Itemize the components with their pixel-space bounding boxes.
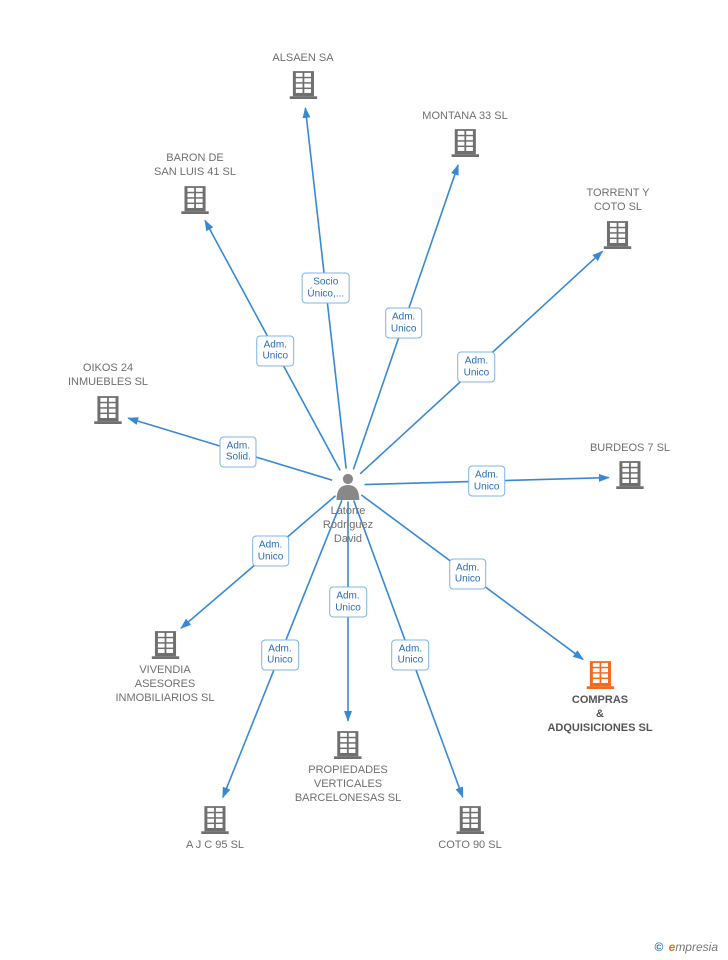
company-node: COMPRAS & ADQUISICIONES SL: [547, 655, 652, 735]
company-node: OIKOS 24 INMUEBLES SL: [68, 362, 148, 429]
person-icon: [323, 470, 373, 505]
company-node: ALSAEN SA: [272, 52, 333, 105]
company-node: COTO 90 SL: [438, 800, 501, 853]
edge-label: Adm. Unico: [256, 335, 294, 366]
company-label: TORRENT Y COTO SL: [587, 187, 650, 215]
building-icon: [68, 390, 148, 429]
company-label: A J C 95 SL: [186, 839, 244, 853]
company-node: MONTANA 33 SL: [422, 110, 507, 163]
building-icon: [587, 215, 650, 254]
edge-label: Adm. Unico: [329, 587, 367, 618]
company-label: COMPRAS & ADQUISICIONES SL: [547, 694, 652, 735]
edge-label: Adm. Unico: [261, 639, 299, 670]
building-icon: [438, 800, 501, 839]
building-icon: [295, 725, 401, 764]
center-person-node: Latorre Rodriguez David: [323, 470, 373, 546]
brand-rest: mpresia: [675, 940, 718, 954]
company-label: COTO 90 SL: [438, 839, 501, 853]
company-label: VIVENDIA ASESORES INMOBILIARIOS SL: [115, 664, 214, 705]
company-node: BURDEOS 7 SL: [590, 442, 670, 495]
copyright-symbol: ©: [654, 940, 663, 954]
edge-label: Adm. Unico: [458, 352, 496, 383]
center-label: Latorre Rodriguez David: [323, 505, 373, 546]
company-label: PROPIEDADES VERTICALES BARCELONESAS SL: [295, 764, 401, 805]
edge-label: Adm. Unico: [468, 466, 506, 497]
building-icon: [422, 123, 507, 162]
company-label: BURDEOS 7 SL: [590, 442, 670, 456]
company-label: MONTANA 33 SL: [422, 110, 507, 124]
company-label: BARON DE SAN LUIS 41 SL: [154, 152, 236, 180]
building-icon: [115, 625, 214, 664]
company-node: VIVENDIA ASESORES INMOBILIARIOS SL: [115, 625, 214, 705]
building-icon: [590, 455, 670, 494]
edge-label: Socio Único,...: [301, 273, 350, 304]
edge-label: Adm. Unico: [252, 536, 290, 567]
diagram-canvas: © empresia Latorre Rodriguez David ALSAEN…: [0, 0, 728, 960]
company-node: PROPIEDADES VERTICALES BARCELONESAS SL: [295, 725, 401, 805]
edge-label: Adm. Unico: [385, 308, 423, 339]
building-icon: [272, 65, 333, 104]
company-label: ALSAEN SA: [272, 52, 333, 66]
company-node: A J C 95 SL: [186, 800, 244, 853]
company-node: TORRENT Y COTO SL: [587, 187, 650, 254]
watermark: © empresia: [654, 940, 718, 954]
company-node: BARON DE SAN LUIS 41 SL: [154, 152, 236, 219]
edge-label: Adm. Unico: [449, 558, 487, 589]
building-icon: [547, 655, 652, 694]
edge-label: Adm. Solid.: [220, 436, 257, 467]
building-icon: [154, 180, 236, 219]
building-icon: [186, 800, 244, 839]
edge-label: Adm. Unico: [392, 639, 430, 670]
company-label: OIKOS 24 INMUEBLES SL: [68, 362, 148, 390]
